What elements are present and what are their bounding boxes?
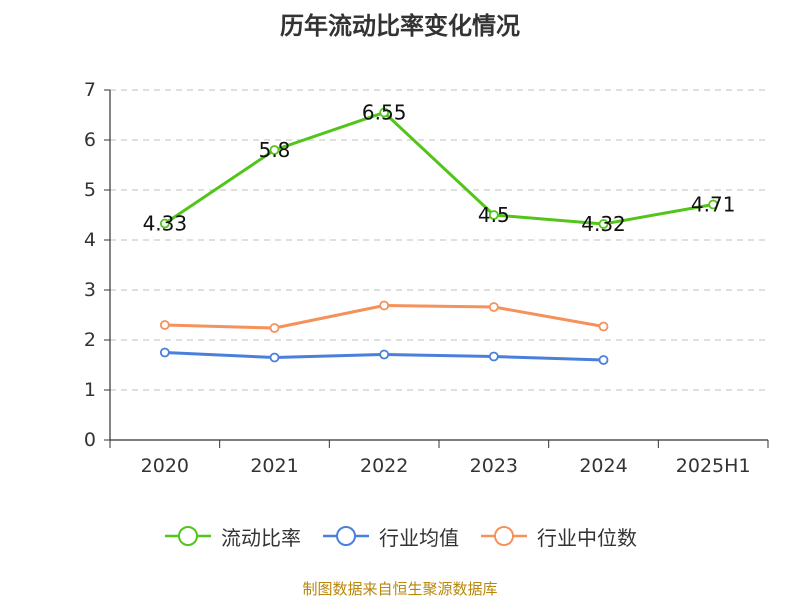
data-label: 6.55 [362,101,407,125]
data-point [269,145,280,155]
grid-layer [110,89,768,391]
data-label: 4.5 [478,203,510,227]
y-tick-label: 0 [84,429,96,451]
data-point [488,302,499,312]
legend-swatch-marker [178,526,198,546]
data-point [488,351,499,362]
data-label: 4.32 [581,212,626,236]
y-tick-label: 1 [84,379,96,401]
legend-swatch [481,526,527,546]
y-tick-label: 2 [84,329,96,351]
data-point [488,210,499,220]
legend-item[interactable]: 流动比率 [163,522,301,551]
data-label: 4.71 [691,193,736,217]
x-tick-label: 2023 [470,455,518,477]
data-point [598,355,609,365]
data-point [159,218,170,229]
legend-swatch [165,526,211,546]
legend-swatch-marker [336,526,356,546]
data-point [598,321,609,332]
x-tick-label: 2024 [579,455,627,477]
y-tick-label: 3 [84,279,96,301]
x-tick-label: 2025H1 [676,455,751,477]
data-point [269,323,280,333]
data-point [379,300,390,311]
legend-label: 行业中位数 [537,525,637,550]
legend-item[interactable]: 行业均值 [321,522,459,551]
data-point [708,199,719,210]
y-tick-label: 5 [84,179,96,201]
label-layer: 4.33 5.8 6.55 4.5 4.32 4.71 [143,101,736,237]
chart-title: 历年流动比率变化情况 [280,12,520,40]
data-point [159,347,170,358]
data-point [269,352,280,363]
data-point [159,320,170,330]
legend-item[interactable]: 行业中位数 [479,522,637,551]
source-note: 制图数据来自恒生聚源数据库 [302,580,498,598]
legend-label: 流动比率 [221,525,301,550]
legend-label: 行业均值 [379,525,459,550]
legend-swatch-marker [494,526,514,546]
y-tick-label: 4 [84,229,96,251]
y-tick-label: 7 [84,79,96,101]
series-line-0 [163,111,714,226]
x-tick-label: 2021 [250,455,298,477]
legend: 流动比率 行业均值 行业中位数 [0,518,800,554]
data-point [598,219,609,229]
x-tick-label: 2020 [141,455,189,477]
series-layer [159,107,719,365]
data-label: 5.8 [259,138,291,162]
data-label: 4.33 [143,212,188,236]
data-point [379,107,390,118]
legend-swatch [323,526,369,546]
y-tick-label: 6 [84,129,96,151]
data-point [379,349,390,360]
x-tick-label: 2022 [360,455,408,477]
axis-layer: 0 1 2 3 4 5 6 7 2020 2021 2022 2023 2024 2025H1 [84,79,769,477]
